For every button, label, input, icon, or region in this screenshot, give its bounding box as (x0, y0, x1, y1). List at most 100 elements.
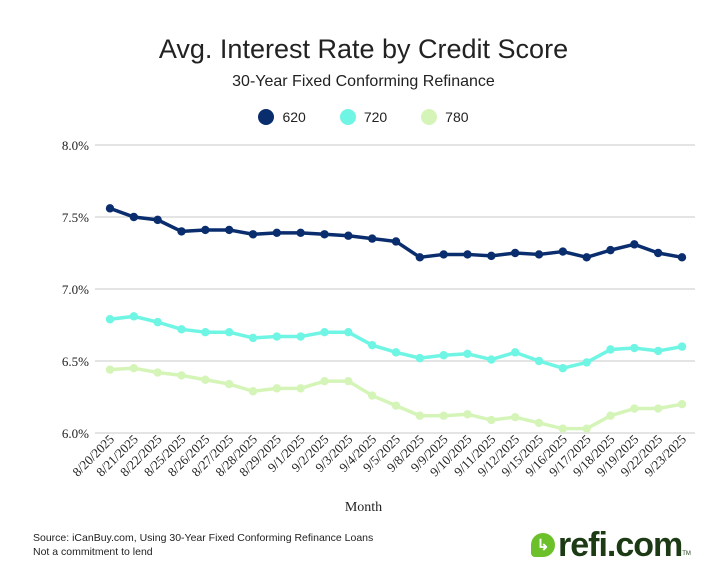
data-point-620 (129, 212, 139, 222)
data-point-720 (510, 348, 520, 357)
legend-marker-620 (258, 109, 275, 125)
data-point-720 (153, 317, 162, 327)
data-point-620 (510, 248, 520, 258)
data-point-620 (224, 225, 234, 235)
data-point-620 (439, 250, 448, 259)
data-point-780 (224, 379, 234, 389)
data-point-620 (391, 237, 401, 246)
data-point-720 (582, 358, 591, 367)
source-note: Source: iCanBuy.com, Using 30-Year Fixed… (33, 531, 373, 559)
data-point-720 (129, 312, 139, 321)
chart-title: Avg. Interest Rate by Credit Score (158, 34, 569, 64)
data-point-720 (487, 355, 496, 364)
data-point-620 (558, 247, 568, 256)
data-point-620 (153, 215, 162, 225)
disclaimer-line: Not a commitment to lend (33, 546, 153, 558)
data-point-720 (415, 353, 425, 363)
data-point-780 (606, 411, 615, 420)
data-point-720 (201, 328, 210, 337)
data-point-620 (367, 234, 377, 243)
data-point-720 (224, 328, 234, 337)
legend-item-780[interactable]: 780 (421, 109, 469, 125)
data-point-620 (248, 230, 258, 239)
data-point-780 (463, 410, 472, 419)
data-point-620 (415, 253, 425, 262)
series-line-780 (109, 366, 683, 431)
data-point-620 (606, 245, 615, 255)
data-point-780 (367, 391, 377, 400)
data-point-780 (248, 387, 258, 396)
data-point-620 (630, 240, 639, 249)
data-point-620 (487, 251, 496, 261)
data-point-780 (510, 412, 520, 422)
data-point-620 (177, 227, 186, 236)
legend-label: 720 (363, 109, 388, 125)
y-tick-label: 7.5% (62, 210, 89, 225)
data-point-720 (463, 349, 472, 358)
data-point-780 (320, 376, 329, 386)
data-point-780 (344, 376, 353, 386)
data-point-780 (296, 384, 305, 393)
y-tick-label: 7.0% (62, 282, 89, 297)
data-point-780 (105, 365, 115, 374)
data-point-720 (177, 325, 186, 334)
data-point-620 (296, 228, 305, 238)
data-point-620 (272, 228, 282, 238)
data-point-720 (606, 345, 615, 354)
series-line-620 (109, 206, 683, 260)
refi-arrow-icon: ↳ (531, 533, 555, 557)
data-point-620 (582, 253, 591, 262)
data-point-620 (677, 253, 687, 262)
data-point-780 (653, 404, 663, 413)
data-point-720 (248, 333, 258, 343)
data-point-780 (177, 371, 186, 380)
data-point-780 (487, 415, 496, 425)
data-point-780 (201, 375, 210, 384)
data-point-780 (630, 404, 639, 413)
data-point-620 (105, 204, 115, 213)
y-tick-label: 6.0% (62, 426, 89, 441)
data-point-720 (367, 340, 377, 350)
data-point-780 (153, 368, 162, 377)
data-point-620 (653, 248, 663, 258)
data-point-620 (534, 250, 544, 259)
y-tick-label: 8.0% (62, 138, 89, 153)
data-point-720 (558, 364, 568, 373)
data-point-780 (129, 364, 139, 373)
legend-marker-780 (421, 109, 438, 125)
data-point-780 (415, 411, 425, 420)
x-axis-label: Month (344, 500, 383, 515)
data-point-720 (320, 328, 329, 337)
refi-logo: ↳ refi.com TM (531, 527, 691, 563)
legend-label: 780 (445, 109, 469, 125)
data-point-780 (582, 424, 591, 433)
data-point-720 (272, 332, 282, 341)
logo-text: refi.com (558, 526, 683, 564)
data-point-780 (439, 411, 448, 420)
legend: 620 720 780 (0, 109, 727, 125)
source-line: Source: iCanBuy.com, Using 30-Year Fixed… (33, 532, 374, 544)
data-point-720 (344, 328, 353, 337)
y-tick-label: 6.5% (62, 354, 89, 369)
data-point-780 (272, 384, 282, 393)
data-point-720 (439, 351, 448, 360)
logo-tm: TM (682, 551, 691, 557)
data-point-780 (534, 418, 544, 428)
data-point-780 (677, 400, 687, 409)
data-point-720 (296, 332, 305, 341)
chart-subtitle: 30-Year Fixed Conforming Refinance (232, 73, 495, 90)
data-point-620 (344, 231, 353, 240)
data-point-720 (105, 315, 115, 324)
data-point-620 (320, 230, 329, 239)
data-point-720 (534, 356, 544, 366)
data-point-620 (201, 225, 210, 235)
data-point-720 (677, 342, 687, 351)
data-point-720 (630, 343, 639, 353)
legend-item-620[interactable]: 620 (258, 109, 306, 125)
legend-item-720[interactable]: 720 (339, 109, 388, 125)
data-point-720 (391, 348, 401, 357)
data-point-720 (653, 346, 663, 356)
data-point-620 (463, 250, 472, 259)
data-point-780 (558, 424, 568, 433)
